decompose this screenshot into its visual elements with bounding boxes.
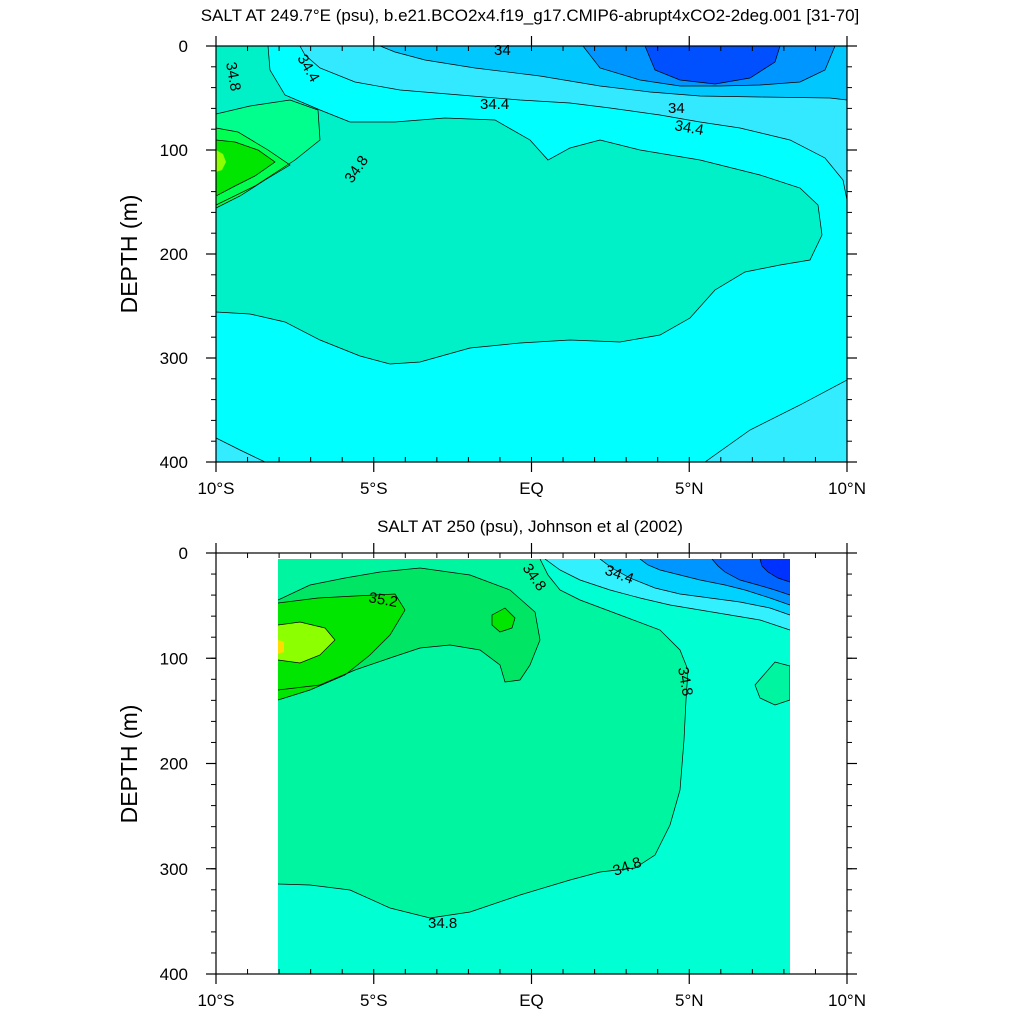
top-contour-line: [379, 46, 847, 101]
top-contour-line: [216, 139, 276, 197]
top-fill-35.2: [216, 140, 275, 196]
top-contour-line: [644, 46, 781, 85]
top-fill-35.4: [216, 150, 226, 172]
bottom-contour-line: [278, 559, 689, 919]
bottom-panel: SALT AT 250 (psu), Johnson et al (2002): [116, 517, 866, 1010]
bottom-fill-35.2-blob: [492, 608, 515, 632]
bottom-fill-33.8: [760, 559, 790, 582]
top-y-tick-label: 0: [179, 37, 188, 56]
bottom-contour-line: [599, 559, 790, 616]
bottom-x-tick-label: EQ: [519, 991, 544, 1010]
bottom-contour-line: [544, 559, 790, 631]
bottom-contour-line: [278, 593, 406, 701]
bottom-y-tick-label: 100: [160, 649, 188, 668]
top-y-tick-label: 300: [160, 349, 188, 368]
bottom-contour-line: [759, 559, 790, 583]
bottom-y-tick-label: 300: [160, 860, 188, 879]
top-contour-fills: [216, 46, 847, 462]
top-contour-label: 34.4: [480, 96, 509, 113]
top-fill-34.4-south-bottom: [216, 438, 265, 462]
bottom-contour-line: [278, 567, 541, 691]
bottom-contour-fills: [278, 559, 790, 974]
top-contour-line: [216, 46, 823, 365]
top-fill-34.8: [216, 46, 822, 364]
bottom-contour-line: [639, 559, 790, 606]
top-contour-line: [299, 46, 847, 201]
bottom-contour-line: [711, 559, 790, 596]
top-contour-line: [216, 99, 321, 206]
top-axes: 10°S 5°S EQ 5°N 10°N 0 100 200 300 400: [160, 36, 866, 498]
top-x-tick-label: 5°N: [675, 479, 704, 498]
top-title: SALT AT 249.7°E (psu), b.e21.BCO2x4.f19_…: [201, 6, 860, 25]
bottom-fill-35.6: [278, 640, 284, 654]
bottom-fill-34.8-north-blob: [755, 662, 790, 705]
bottom-fill-35.4: [278, 622, 335, 663]
bottom-x-tick-label: 5°S: [360, 991, 388, 1010]
bottom-contour-line: [491, 607, 516, 633]
top-contour-label: 34: [668, 100, 685, 117]
bottom-contour-label: 35.2: [367, 589, 399, 611]
top-fill-33.8: [645, 46, 780, 84]
top-contour-line: [216, 437, 266, 462]
bottom-x-tick-label: 10°S: [197, 991, 234, 1010]
top-y-axis-label: DEPTH (m): [116, 195, 142, 314]
top-x-tick-label: 10°N: [828, 479, 866, 498]
top-contour-label: 34.8: [222, 61, 244, 93]
bottom-contour-line: [754, 661, 790, 706]
bottom-y-tick-label: 400: [160, 965, 188, 984]
bottom-y-tick-label: 200: [160, 755, 188, 774]
bottom-x-tick-label: 10°N: [828, 991, 866, 1010]
bottom-contour-label: 34.8: [428, 915, 457, 932]
top-contour-label: 34: [494, 42, 511, 59]
bottom-contour-label: 34.8: [674, 666, 696, 698]
bottom-fill-35.2: [278, 594, 405, 700]
bottom-x-tick-label: 5°N: [675, 991, 704, 1010]
top-x-tick-label: 10°S: [197, 479, 234, 498]
bottom-y-axis-label: DEPTH (m): [116, 705, 142, 824]
top-contour-label: 34.4: [673, 117, 705, 139]
top-contour-line: [582, 46, 836, 87]
bottom-y-tick-label: 0: [179, 544, 188, 563]
bottom-contour-line: [278, 621, 336, 664]
top-contour-line: [704, 379, 847, 462]
top-y-tick-label: 200: [160, 245, 188, 264]
top-y-tick-label: 400: [160, 453, 188, 472]
top-contour-line: [216, 127, 291, 209]
top-panel: SALT AT 249.7°E (psu), b.e21.BCO2x4.f19_…: [116, 6, 866, 498]
top-x-tick-label: EQ: [519, 479, 544, 498]
top-fill-34.4-north-bottom: [705, 380, 847, 462]
bottom-title: SALT AT 250 (psu), Johnson et al (2002): [377, 517, 683, 536]
top-x-tick-label: 5°S: [360, 479, 388, 498]
top-y-tick-label: 100: [160, 141, 188, 160]
bottom-axes: 10°S 5°S EQ 5°N 10°N 0 100 200 300 400: [160, 543, 866, 1010]
